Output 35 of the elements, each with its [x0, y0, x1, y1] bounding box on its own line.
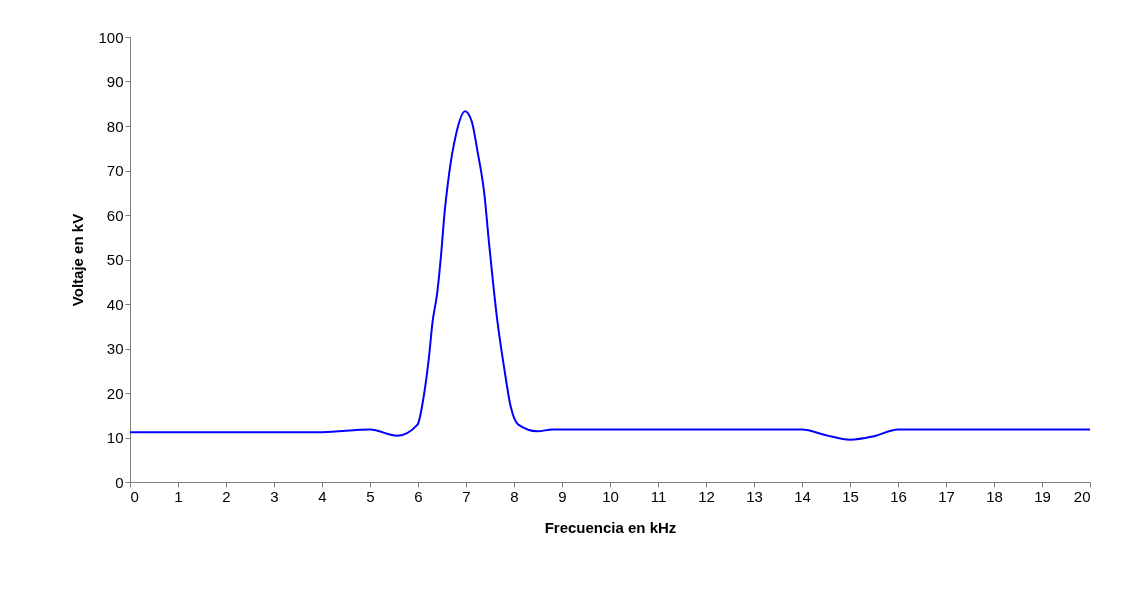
y-tick-label: 90	[106, 73, 124, 90]
x-tick-label: 1	[174, 487, 183, 505]
x-tick-label: 11	[650, 487, 667, 505]
x-axis-title: Frecuencia en kHz	[544, 518, 677, 536]
y-tick-label: 40	[106, 295, 124, 313]
x-tick-label: 15	[842, 487, 859, 505]
x-tick-label: 0	[130, 487, 139, 505]
x-tick-label: 17	[938, 487, 955, 505]
x-tick-label: 20	[1073, 487, 1091, 505]
y-axis-title: Voltaje en kV	[69, 213, 87, 307]
x-tick-label: 16	[890, 487, 907, 505]
x-tick-label: 18	[986, 487, 1003, 505]
y-tick-label: 50	[106, 251, 124, 268]
y-tick-label: 80	[106, 117, 124, 135]
x-tick-label: 8	[510, 487, 519, 505]
line-series	[130, 110, 1090, 441]
y-tick-label: 60	[106, 206, 124, 224]
y-tick-label: 30	[106, 340, 124, 357]
x-tick-label: 7	[462, 487, 471, 505]
x-tick-label: 9	[558, 487, 567, 505]
y-tick-label: 100	[98, 28, 124, 46]
x-tick-label: 2	[222, 487, 231, 505]
x-tick-label: 13	[746, 487, 763, 505]
x-tick-label: 19	[1034, 487, 1051, 505]
y-tick-label: 10	[106, 429, 124, 446]
y-tick-label: 20	[106, 384, 124, 402]
x-tick-label: 10	[602, 487, 619, 505]
x-tick-label: 14	[794, 487, 811, 505]
y-tick-label: 70	[106, 162, 124, 179]
x-tick-label: 5	[366, 487, 375, 505]
x-tick-label: 12	[698, 487, 715, 505]
x-tick-label: 4	[318, 487, 327, 505]
x-tick-label: 6	[414, 487, 423, 505]
y-tick-label: 0	[115, 473, 124, 491]
x-tick-label: 3	[270, 487, 279, 505]
